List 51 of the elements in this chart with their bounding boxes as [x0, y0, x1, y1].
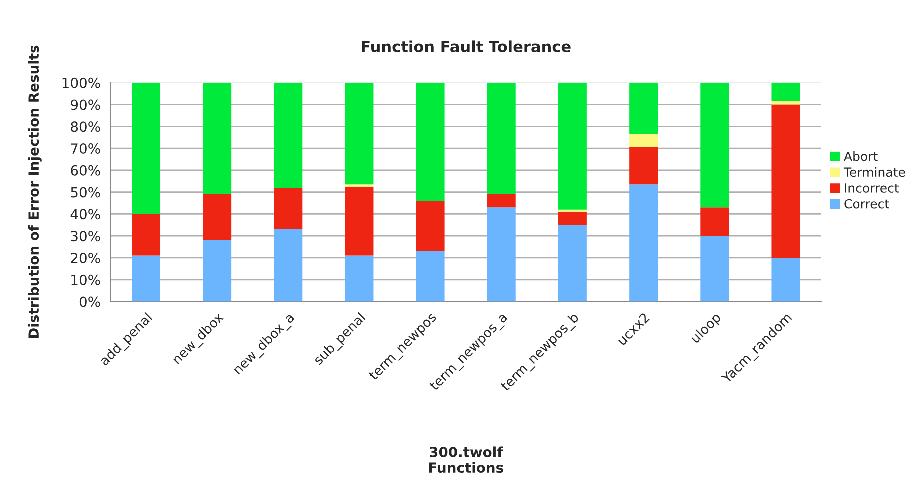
legend-label: Terminate [844, 167, 906, 178]
bar [274, 82, 303, 188]
bar [558, 212, 587, 226]
bar [345, 82, 374, 185]
bar [772, 104, 800, 258]
y-tick-label: 40% [70, 209, 100, 220]
y-tick-label: 50% [71, 187, 100, 198]
bar [630, 147, 658, 185]
bar [345, 256, 374, 302]
bar [558, 210, 587, 212]
x-axis-title: 300.twolf Functions [429, 446, 504, 474]
legend-label: Correct [844, 199, 890, 209]
y-tick-label: 70% [71, 144, 100, 154]
bar [132, 82, 161, 214]
bar [487, 208, 516, 302]
bar [630, 184, 658, 302]
bar [558, 225, 587, 302]
bar [416, 201, 445, 252]
bar [132, 214, 161, 256]
bar [487, 194, 516, 208]
bar [772, 101, 800, 105]
bar [700, 236, 730, 302]
bar [700, 82, 730, 208]
bar [203, 194, 232, 240]
bar [345, 186, 374, 256]
legend-label: Abort [844, 152, 878, 162]
y-tick-label: 10% [72, 274, 100, 286]
bar [630, 82, 658, 134]
y-tick-label: 0% [80, 296, 100, 308]
bar [772, 82, 800, 102]
y-tick-label: 30% [71, 231, 100, 242]
bar [203, 240, 232, 302]
bar [132, 256, 161, 302]
bar [274, 230, 303, 302]
bar [772, 258, 800, 302]
y-axis-title: Distribution of Error Injection Results [28, 46, 42, 338]
y-tick-label: 80% [71, 122, 100, 132]
y-tick-label: 60% [71, 165, 100, 176]
chart-title: Function Fault Tolerance [362, 40, 571, 53]
bar [487, 82, 516, 195]
y-tick-label: 90% [71, 100, 100, 110]
y-tick-label: 20% [71, 252, 100, 264]
bar [630, 134, 658, 148]
legend-label: Incorrect [845, 184, 900, 193]
bar [700, 208, 730, 236]
bar [416, 251, 445, 302]
bar [416, 82, 445, 202]
bar [558, 82, 587, 210]
y-tick-label: 100% [62, 78, 100, 88]
bar [274, 188, 303, 230]
bar [203, 82, 232, 195]
